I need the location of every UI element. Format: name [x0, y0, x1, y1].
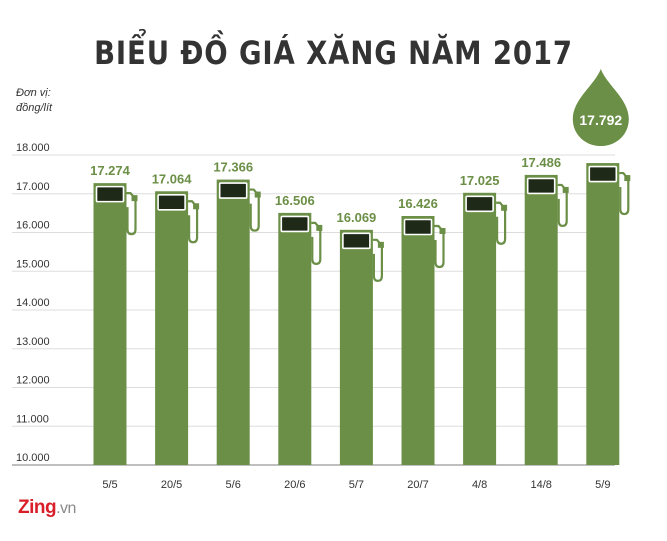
- pump-nozzle-head: [439, 227, 446, 234]
- pump-nozzle-head: [377, 241, 384, 248]
- fuel-pump-bar: 20/5 17.064: [152, 171, 200, 491]
- data-label: 16.069: [337, 210, 377, 225]
- bar: [155, 191, 189, 465]
- pump-nozzle: [434, 224, 445, 269]
- x-tick-label: 20/6: [284, 479, 305, 491]
- fuel-pump-bar: 4/8 17.025: [460, 173, 508, 491]
- fuel-pump-bar: 5/6 17.366: [213, 160, 261, 491]
- data-label: 17.366: [213, 160, 253, 175]
- data-label: 17.274: [90, 163, 131, 178]
- pump-window: [526, 177, 556, 195]
- pump-nozzle: [557, 183, 568, 228]
- y-tick-label: 11.000: [16, 413, 49, 425]
- pump-nozzle: [188, 200, 199, 244]
- pump-nozzle: [619, 171, 630, 216]
- fuel-pump-bar: 5/7 16.069: [337, 210, 384, 491]
- pump-window: [95, 185, 125, 203]
- pump-window: [588, 165, 618, 183]
- x-tick-label: 5/6: [226, 479, 241, 491]
- pump-window: [342, 232, 371, 250]
- y-tick-label: 10.000: [16, 452, 50, 464]
- unit-label-line2: đồng/lít: [16, 102, 53, 114]
- data-label: 17.792: [579, 112, 622, 128]
- fuel-pump-bar: 5/9 17.792: [572, 69, 631, 491]
- pump-nozzle: [249, 188, 260, 232]
- data-label: 17.486: [521, 155, 561, 170]
- pump-nozzle-head: [131, 195, 138, 202]
- bar: [524, 174, 558, 466]
- pump-nozzle-head: [562, 186, 569, 193]
- highlight-drop: [572, 69, 629, 147]
- x-tick-label: 5/7: [349, 479, 364, 491]
- pump-nozzle-head: [624, 175, 631, 182]
- logo-name: Zing: [18, 497, 57, 518]
- bar: [216, 179, 250, 465]
- data-label: 17.025: [460, 173, 500, 188]
- y-tick-label: 16.000: [16, 220, 50, 232]
- x-tick-label: 20/7: [407, 479, 428, 491]
- pump-nozzle: [372, 238, 383, 282]
- chart-title: BIỂU ĐỒ GIÁ XĂNG NĂM 2017: [94, 34, 573, 72]
- bar: [93, 183, 127, 465]
- logo-tld: .vn: [56, 500, 76, 517]
- pump-window: [218, 182, 248, 199]
- data-label: 16.426: [398, 196, 438, 211]
- bar: [401, 215, 435, 465]
- y-tick-label: 15.000: [16, 258, 50, 270]
- data-label: 16.506: [275, 193, 315, 208]
- fuel-pump-bar: 14/8 17.486: [521, 155, 569, 491]
- x-tick-label: 14/8: [530, 479, 551, 491]
- x-tick-label: 5/9: [595, 479, 610, 491]
- x-tick-label: 5/5: [102, 479, 117, 491]
- y-tick-label: 12.000: [16, 375, 50, 387]
- fuel-pump-bar: 20/6 16.506: [275, 193, 323, 491]
- pump-window: [280, 215, 310, 233]
- bar: [339, 229, 373, 465]
- pump-nozzle: [496, 201, 507, 245]
- bar: [278, 212, 312, 465]
- y-tick-label: 13.000: [16, 336, 50, 348]
- y-tick-label: 14.000: [16, 297, 50, 309]
- pump-window: [403, 218, 433, 236]
- pump-window: [157, 193, 186, 211]
- x-tick-label: 20/5: [161, 479, 182, 491]
- bar: [586, 163, 620, 465]
- pump-nozzle: [311, 221, 322, 265]
- fuel-pump-bar: 5/5 17.274: [90, 163, 138, 491]
- zing-logo[interactable]: Zing.vn: [18, 497, 76, 519]
- pump-nozzle-head: [254, 191, 261, 198]
- pump-nozzle: [126, 192, 137, 236]
- pump-nozzle-head: [193, 203, 200, 210]
- unit-label: Đơn vị: đồng/lít: [16, 86, 52, 116]
- bar: [463, 192, 497, 465]
- pump-nozzle-head: [316, 224, 323, 231]
- x-tick-label: 4/8: [472, 479, 487, 491]
- pump-window: [465, 195, 494, 213]
- y-tick-label: 17.000: [16, 181, 50, 193]
- y-tick-label: 18.000: [16, 142, 50, 154]
- pump-nozzle-head: [501, 204, 508, 211]
- unit-label-line1: Đơn vị:: [16, 87, 51, 99]
- fuel-pump-bar: 20/7 16.426: [398, 196, 446, 491]
- data-label: 17.064: [152, 171, 193, 186]
